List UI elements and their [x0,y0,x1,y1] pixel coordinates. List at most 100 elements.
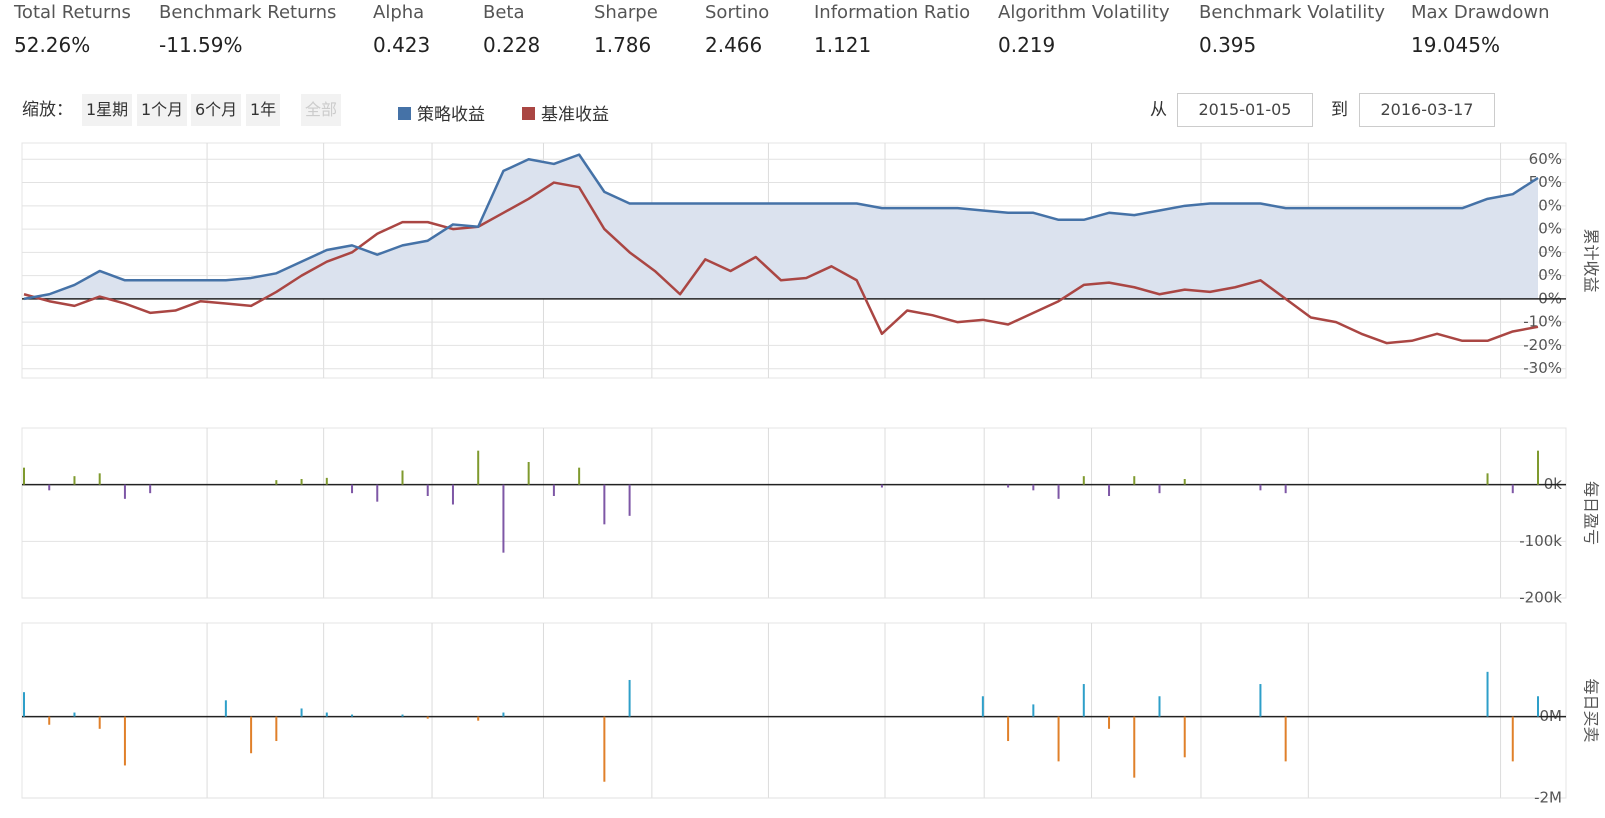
y-tick-label: -20% [1523,336,1562,354]
start-date-input[interactable]: 2015-01-05 [1177,93,1313,127]
bar [1511,716,1514,762]
bar [1183,479,1186,485]
metric-label: Sharpe [594,2,658,23]
metric-value: 2.466 [705,33,763,57]
series-line [23,153,1539,301]
bar [1108,484,1111,496]
metric: Sortino 2.466 [705,2,769,57]
bar [48,716,51,725]
metric-value: -11.59% [159,33,243,57]
plot-frame [21,622,1567,799]
metric-value: 0.228 [483,33,541,57]
bar [123,716,126,766]
metric-label: Information Ratio [814,2,971,23]
bar [603,484,606,525]
bar [23,692,25,717]
bar [224,700,227,717]
zoom-button[interactable]: 全部 [301,94,342,126]
metric-label: Max Drawdown [1411,2,1550,23]
zoom-button[interactable]: 1星期 [82,94,133,126]
legend-label: 基准收益 [541,105,609,125]
bar [73,476,76,485]
bar [1511,484,1514,494]
bar [1082,476,1085,485]
bar [527,462,530,485]
bar [23,467,25,485]
bar [300,479,303,485]
bar [275,480,278,485]
bar [552,484,555,496]
bar [451,484,454,505]
bar [502,712,505,717]
bar [300,708,303,717]
bar [401,470,404,485]
plot-frame [21,142,1567,379]
bar [1133,476,1136,485]
bar [981,696,984,717]
y-tick-label: -30% [1523,359,1562,377]
metric: Total Returns 52.26% [14,2,131,57]
bar [98,473,101,485]
bar [1537,450,1539,485]
from-label: 从 [1150,100,1167,120]
y-tick-label: -100k [1519,532,1562,550]
y-tick-label: -2M [1534,789,1562,807]
end-date-input[interactable]: 2016-03-17 [1359,93,1495,127]
metric-label: Benchmark Volatility [1199,2,1385,23]
legend-label: 策略收益 [417,105,485,125]
metric-value: 1.786 [594,33,652,57]
bar [1284,484,1287,494]
metric: Benchmark Returns -11.59% [159,2,336,57]
y-tick-label: 60% [1529,150,1562,168]
metric-value: 19.045% [1411,33,1500,57]
bar [1007,716,1010,742]
bar [1486,671,1489,717]
bar [123,484,126,499]
bar [250,716,253,754]
bar [1057,716,1060,762]
bar [1032,704,1035,717]
metric: Sharpe 1.786 [594,2,658,57]
bar [275,716,278,742]
bar [351,714,354,717]
bar [603,716,606,782]
metric-label: Benchmark Returns [159,2,337,23]
metric: Information Ratio 1.121 [814,2,970,57]
zoom-button[interactable]: 1年 [246,94,281,126]
metric: Algorithm Volatility 0.219 [998,2,1170,57]
bar [1158,484,1161,494]
bar [1082,684,1085,717]
metric-value: 0.423 [373,33,431,57]
bar [1284,716,1287,762]
y-axis-title: 每日买卖 [1582,678,1601,742]
metric-label: Beta [483,2,525,23]
plot-frame [21,427,1567,599]
to-label: 到 [1331,100,1348,120]
legend-item[interactable]: 策略收益 [398,100,485,125]
bar [325,712,328,717]
bar [578,467,581,485]
bar [426,716,429,719]
bar [325,477,328,485]
bar [1183,716,1186,758]
zoom-button[interactable]: 6个月 [191,94,242,126]
bar [73,712,76,717]
bar [1158,696,1161,717]
metric-label: Algorithm Volatility [998,2,1170,23]
bar [628,679,631,717]
metric-label: Sortino [705,2,770,23]
charts: -30%-20%-10%0%10%20%30%40%50%60%累计收益-200… [21,142,1601,807]
bar [401,714,404,717]
series-line [23,181,1539,345]
zoom-button[interactable]: 1个月 [137,94,188,126]
metric-value: 52.26% [14,33,91,57]
bar [1057,484,1060,499]
series-area [24,154,1538,299]
bar [1032,484,1035,491]
legend-item[interactable]: 基准收益 [522,100,609,125]
bar [426,484,429,496]
bar [1537,696,1539,717]
bar [351,484,354,494]
